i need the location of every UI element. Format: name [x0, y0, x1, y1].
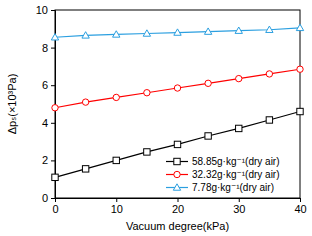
series-group: [51, 24, 303, 180]
marker: [266, 71, 272, 77]
legend-label: 7.78g·kg⁻¹(dry air): [192, 182, 274, 193]
tick: 20: [172, 198, 184, 215]
tick: 0: [42, 192, 55, 204]
plot: 0 10 20 30 40 0 2 4 6 8 10 58.85g·kg⁻¹(dry air) 32.3…: [36, 4, 307, 215]
tick-label: 8: [42, 42, 48, 54]
y-axis-title: Δpₛ(×10³Pa): [6, 74, 18, 135]
marker: [205, 80, 211, 86]
marker: [266, 26, 273, 32]
tick-mark: [51, 160, 55, 161]
tick-mark: [178, 198, 179, 202]
legend-marker: [173, 184, 180, 190]
plot-frame: [55, 10, 300, 198]
marker: [82, 99, 88, 105]
tick-label: 30: [233, 203, 245, 215]
tick-mark: [51, 85, 55, 86]
marker: [174, 29, 181, 35]
marker: [297, 108, 303, 114]
tick: 4: [42, 117, 55, 129]
tick: 30: [233, 198, 245, 215]
tick-label: 40: [294, 203, 306, 215]
tick-label: 4: [42, 117, 48, 129]
tick-label: 2: [42, 154, 48, 166]
marker: [205, 133, 211, 139]
tick-mark: [51, 48, 55, 49]
tick-label: 0: [42, 192, 48, 204]
marker: [144, 90, 150, 96]
marker: [204, 28, 211, 34]
marker: [113, 94, 119, 100]
x-axis: 0 10 20 30 40: [52, 198, 306, 215]
tick: 10: [36, 4, 55, 16]
chart: 0 10 20 30 40 0 2 4 6 8 10 58.85g·kg⁻¹(dry air) 32.3…: [0, 0, 312, 236]
legend-marker: [174, 171, 180, 177]
series-line: [55, 69, 300, 108]
marker: [236, 125, 242, 131]
tick-label: 0: [52, 203, 58, 215]
marker: [235, 27, 242, 33]
marker: [113, 157, 119, 163]
marker: [113, 31, 120, 37]
series-line: [55, 28, 300, 37]
marker: [52, 105, 58, 111]
tick-label: 6: [42, 79, 48, 91]
marker: [236, 75, 242, 81]
tick-label: 10: [111, 203, 123, 215]
marker: [82, 32, 89, 38]
legend-entry: 32.32g·kg⁻¹(dry air): [166, 169, 280, 180]
tick: 8: [42, 42, 55, 54]
tick-mark: [51, 198, 55, 199]
tick-mark: [300, 198, 301, 202]
tick-label: 10: [36, 4, 48, 16]
legend-label: 32.32g·kg⁻¹(dry air): [192, 169, 280, 180]
marker: [51, 34, 58, 40]
legend-entry: 58.85g·kg⁻¹(dry air): [166, 156, 280, 167]
marker: [52, 174, 58, 180]
marker: [174, 85, 180, 91]
tick-mark: [51, 123, 55, 124]
tick: 40: [294, 198, 306, 215]
tick-label: 20: [172, 203, 184, 215]
tick-mark: [51, 10, 55, 11]
tick: 10: [111, 198, 123, 215]
tick: 0: [52, 198, 58, 215]
legend-marker: [174, 158, 180, 164]
tick: 6: [42, 79, 55, 91]
marker: [296, 24, 303, 30]
marker: [143, 30, 150, 36]
x-axis-title: Vacuum degree(kPa): [126, 220, 229, 232]
marker: [297, 66, 303, 72]
legend-entry: 7.78g·kg⁻¹(dry air): [166, 182, 274, 193]
axis-line: [56, 199, 301, 203]
legend: 58.85g·kg⁻¹(dry air) 32.32g·kg⁻¹(dry air)…: [166, 156, 280, 193]
tick-mark: [239, 198, 240, 202]
marker: [82, 166, 88, 172]
series-line: [55, 112, 300, 178]
marker: [144, 149, 150, 155]
marker: [266, 117, 272, 123]
tick: 2: [42, 154, 55, 166]
legend-label: 58.85g·kg⁻¹(dry air): [192, 156, 280, 167]
marker: [174, 141, 180, 147]
tick-mark: [116, 198, 117, 202]
